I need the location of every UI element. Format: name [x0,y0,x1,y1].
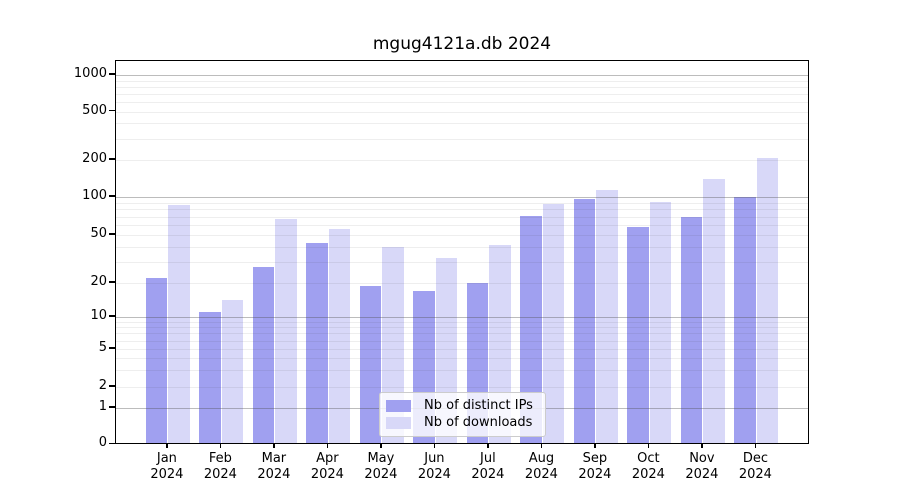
legend-item-downloads: Nb of downloads [386,415,537,431]
gridline-minor [116,160,808,161]
legend-label-downloads: Nb of downloads [424,415,533,430]
x-tick-label-dec-2024: Dec 2024 [738,451,772,483]
bar-nb-of-downloads-feb-2024 [221,300,244,443]
y-tick-mark [108,406,115,408]
bar-nb-of-distinct-ips-dec-2024 [734,197,756,443]
gridline-major-1000 [116,75,808,76]
legend: Nb of distinct IPs Nb of downloads [379,392,546,437]
x-tick-label-apr-2024: Apr 2024 [310,451,344,483]
gridline-minor [116,138,808,140]
y-tick-mark [108,233,115,235]
x-tick-mark [701,443,703,449]
y-tick-label-20: 20 [90,274,107,289]
x-tick-label-oct-2024: Oct 2024 [631,451,665,483]
y-tick-label-2: 2 [98,378,107,393]
x-tick-label-sep-2024: Sep 2024 [578,451,612,483]
y-tick-mark [108,73,115,75]
bar-nb-of-downloads-oct-2024 [649,201,672,443]
bar-nb-of-downloads-dec-2024 [756,157,779,443]
y-tick-mark [108,158,115,160]
bar-nb-of-downloads-jan-2024 [168,205,190,443]
y-tick-mark [108,195,115,197]
gridline-minor [116,86,808,88]
bar-nb-of-distinct-ips-feb-2024 [199,312,221,443]
x-tick-mark [219,443,222,449]
bar-nb-of-distinct-ips-aug-2024 [520,215,542,443]
legend-label-distinct-ips: Nb of distinct IPs [424,398,533,413]
x-tick-mark [433,443,436,449]
bar-nb-of-distinct-ips-oct-2024 [627,226,649,443]
y-tick-mark [108,109,115,112]
y-tick-mark [108,385,115,387]
x-tick-label-aug-2024: Aug 2024 [524,451,558,483]
y-tick-mark [108,442,115,445]
legend-swatch-distinct-ips [386,400,411,412]
gridline-minor [116,80,808,82]
y-tick-label-1000: 1000 [73,66,107,81]
x-tick-mark [647,443,650,449]
y-tick-mark [108,281,115,283]
y-tick-mark [108,347,115,349]
bar-nb-of-distinct-ips-mar-2024 [252,267,275,443]
bar-nb-of-distinct-ips-may-2024 [359,285,382,443]
y-tick-label-50: 50 [90,226,107,241]
gridline-minor [116,101,808,103]
bar-nb-of-distinct-ips-nov-2024 [680,216,703,443]
y-tick-label-0: 0 [98,435,107,451]
x-tick-mark [754,443,757,449]
legend-swatch-downloads [386,417,411,429]
x-tick-mark [326,443,329,449]
x-tick-label-feb-2024: Feb 2024 [203,451,237,483]
y-tick-label-100: 100 [82,188,107,203]
x-tick-mark [540,443,543,449]
x-tick-label-nov-2024: Nov 2024 [685,451,719,483]
y-tick-label-500: 500 [82,102,107,118]
y-tick-label-200: 200 [82,151,107,166]
x-tick-label-mar-2024: Mar 2024 [257,451,291,483]
bar-nb-of-distinct-ips-sep-2024 [573,198,596,443]
x-tick-mark [166,443,168,449]
y-tick-label-10: 10 [90,308,107,323]
y-tick-label-1: 1 [98,399,107,414]
gridline-minor [116,93,808,95]
bar-nb-of-distinct-ips-jan-2024 [145,278,168,443]
bar-nb-of-downloads-apr-2024 [328,228,351,443]
y-tick-label-5: 5 [98,340,107,355]
gridline-minor [116,123,808,125]
x-tick-mark [273,443,275,449]
x-tick-label-may-2024: May 2024 [364,451,398,483]
x-tick-label-jul-2024: Jul 2024 [471,451,505,483]
chart-title: mgug4121a.db 2024 [372,34,552,54]
plot-area [115,60,809,444]
bar-nb-of-downloads-mar-2024 [275,218,297,443]
legend-item-distinct-ips: Nb of distinct IPs [386,398,537,414]
x-tick-mark [380,443,382,449]
bar-nb-of-downloads-sep-2024 [596,190,618,443]
x-tick-mark [487,443,489,449]
x-tick-label-jun-2024: Jun 2024 [417,451,451,483]
bar-nb-of-distinct-ips-apr-2024 [306,242,328,443]
x-tick-label-jan-2024: Jan 2024 [150,451,184,483]
x-tick-mark [594,443,596,449]
bar-nb-of-downloads-aug-2024 [542,204,565,443]
bar-nb-of-downloads-nov-2024 [703,179,725,443]
y-tick-mark [108,315,115,317]
gridline-minor [116,111,808,113]
